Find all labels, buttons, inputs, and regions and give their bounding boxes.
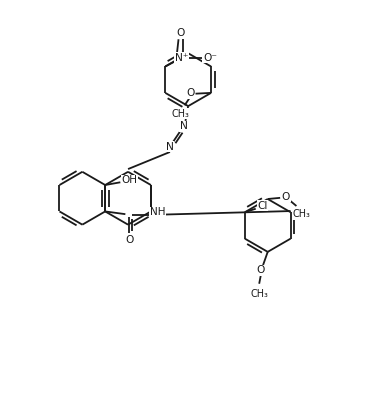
Text: O: O xyxy=(256,265,265,275)
Text: N⁺: N⁺ xyxy=(175,53,188,63)
Text: N: N xyxy=(166,142,174,152)
Text: O: O xyxy=(186,88,194,98)
Text: CH₃: CH₃ xyxy=(292,209,310,219)
Text: O: O xyxy=(177,28,185,37)
Text: N: N xyxy=(180,121,187,131)
Text: O: O xyxy=(282,192,290,201)
Text: CH₃: CH₃ xyxy=(172,109,190,119)
Text: O: O xyxy=(125,235,134,245)
Text: Cl: Cl xyxy=(258,201,268,211)
Text: NH: NH xyxy=(150,207,165,217)
Text: O⁻: O⁻ xyxy=(203,53,217,63)
Text: CH₃: CH₃ xyxy=(250,289,268,299)
Text: OH: OH xyxy=(121,176,137,185)
